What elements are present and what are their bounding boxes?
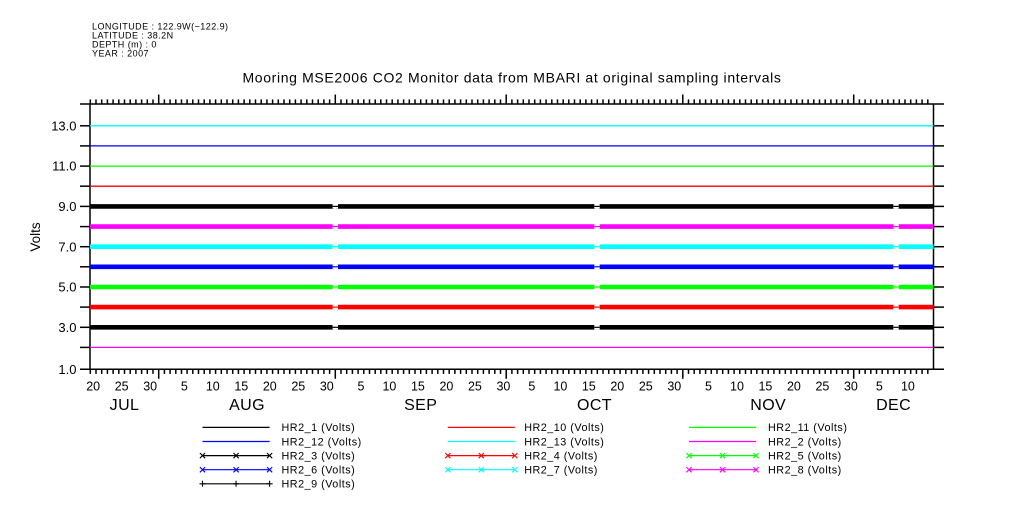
svg-text:25: 25 [639,379,653,393]
svg-text:HR2_1 (Volts): HR2_1 (Volts) [282,422,356,434]
svg-text:JUL: JUL [110,397,140,414]
svg-text:10: 10 [730,379,744,393]
svg-text:20: 20 [610,379,624,393]
svg-text:20: 20 [787,379,801,393]
svg-text:15: 15 [582,379,596,393]
svg-text:10: 10 [206,379,220,393]
svg-text:13.0: 13.0 [51,118,76,133]
svg-text:9.0: 9.0 [58,199,76,214]
svg-text:HR2_9 (Volts): HR2_9 (Volts) [282,479,356,491]
svg-text:25: 25 [115,379,129,393]
svg-text:30: 30 [320,379,334,393]
svg-text:NOV: NOV [750,397,786,414]
svg-text:Mooring MSE2006 CO2 Monitor da: Mooring MSE2006 CO2 Monitor data from MB… [242,70,781,86]
svg-text:HR2_2 (Volts): HR2_2 (Volts) [768,436,842,448]
svg-text:5: 5 [876,379,883,393]
svg-text:HR2_13 (Volts): HR2_13 (Volts) [524,436,604,448]
svg-text:LATITUDE : 38.2N: LATITUDE : 38.2N [92,30,174,40]
svg-text:HR2_6 (Volts): HR2_6 (Volts) [282,465,356,477]
svg-text:7.0: 7.0 [58,239,76,254]
svg-text:20: 20 [439,379,453,393]
svg-text:HR2_10 (Volts): HR2_10 (Volts) [524,422,604,434]
svg-text:YEAR : 2007: YEAR : 2007 [92,48,149,58]
svg-text:10: 10 [382,379,396,393]
svg-text:SEP: SEP [404,397,437,414]
svg-text:5.0: 5.0 [58,280,76,295]
svg-text:Volts: Volts [28,222,43,252]
svg-text:HR2_3 (Volts): HR2_3 (Volts) [282,450,356,462]
svg-text:30: 30 [667,379,681,393]
svg-text:15: 15 [411,379,425,393]
svg-text:3.0: 3.0 [58,320,76,335]
svg-text:20: 20 [263,379,277,393]
svg-text:10: 10 [901,379,915,393]
svg-text:OCT: OCT [577,397,612,414]
svg-text:30: 30 [844,379,858,393]
svg-text:15: 15 [758,379,772,393]
svg-text:25: 25 [815,379,829,393]
svg-text:11.0: 11.0 [52,159,76,174]
svg-text:DEPTH (m) : 0: DEPTH (m) : 0 [92,39,157,49]
svg-text:5: 5 [181,379,188,393]
svg-text:20: 20 [86,379,100,393]
svg-text:5: 5 [358,379,365,393]
svg-text:25: 25 [468,379,482,393]
svg-text:1.0: 1.0 [58,362,76,377]
svg-text:HR2_5 (Volts): HR2_5 (Volts) [768,450,842,462]
svg-text:HR2_7 (Volts): HR2_7 (Volts) [524,465,598,477]
svg-text:5: 5 [705,379,712,393]
svg-text:AUG: AUG [229,397,265,414]
svg-text:LONGITUDE : 122.9W(−122.9): LONGITUDE : 122.9W(−122.9) [92,21,229,31]
svg-text:HR2_12 (Volts): HR2_12 (Volts) [282,436,362,448]
svg-text:5: 5 [528,379,535,393]
svg-text:10: 10 [553,379,567,393]
svg-text:25: 25 [291,379,305,393]
svg-text:30: 30 [143,379,157,393]
svg-text:HR2_8 (Volts): HR2_8 (Volts) [768,465,842,477]
svg-text:DEC: DEC [876,397,911,414]
svg-text:15: 15 [234,379,248,393]
svg-text:HR2_4 (Volts): HR2_4 (Volts) [524,450,598,462]
svg-text:HR2_11 (Volts): HR2_11 (Volts) [768,422,847,434]
svg-text:30: 30 [496,379,510,393]
